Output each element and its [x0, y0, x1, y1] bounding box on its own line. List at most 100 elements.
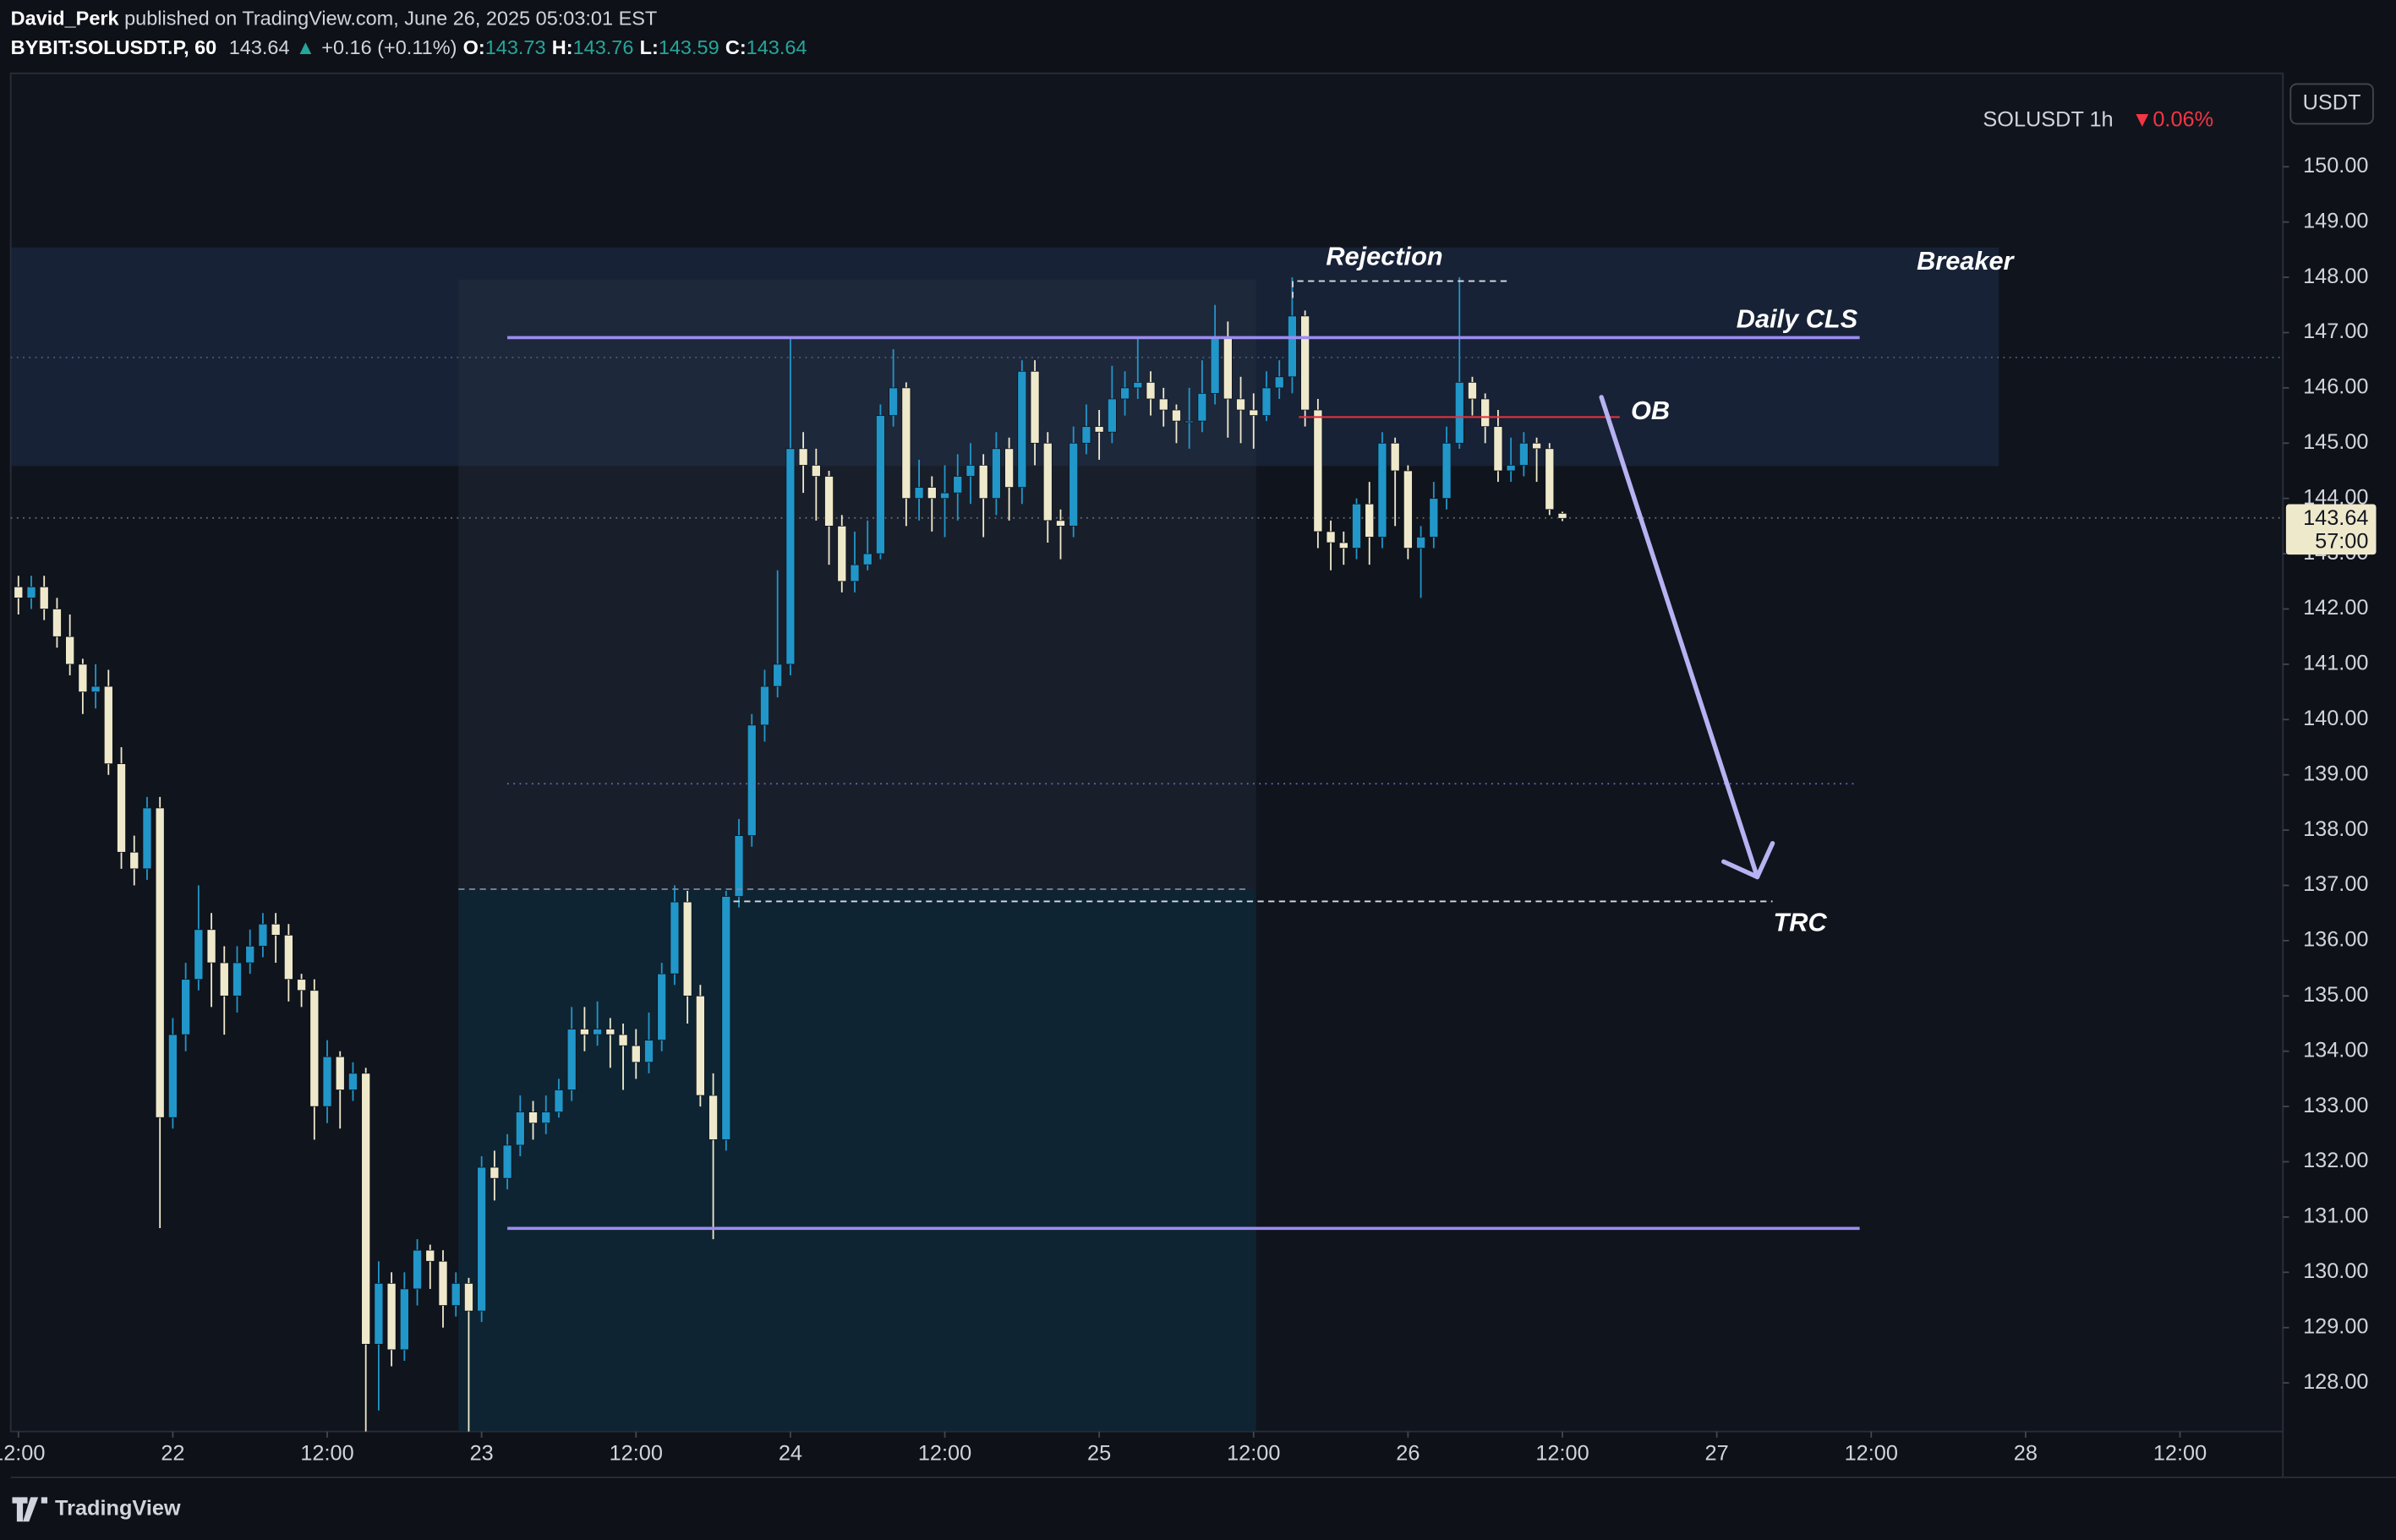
y-tick-label: 145.00: [2303, 430, 2368, 454]
candle-body: [451, 1283, 461, 1306]
change-label: ▼0.06%: [2131, 107, 2213, 131]
candle-body: [65, 636, 75, 665]
candle-body: [811, 465, 821, 477]
x-tick-label: 25: [1087, 1441, 1111, 1465]
candle-body: [978, 465, 988, 500]
candle-body: [117, 763, 126, 853]
candle-body: [181, 979, 191, 1035]
candle-body: [1390, 442, 1400, 472]
candle-body: [1133, 381, 1143, 389]
x-tick-label: 12:00: [300, 1441, 353, 1465]
arrow-head: [1721, 841, 1775, 880]
candle-body: [1210, 337, 1220, 394]
candle-body: [103, 685, 113, 764]
candle-body: [1004, 448, 1014, 488]
y-tick-label: 150.00: [2303, 154, 2368, 177]
candle-body: [1338, 542, 1348, 549]
candle-body: [168, 1034, 178, 1118]
y-tick-label: 149.00: [2303, 209, 2368, 232]
candle-body: [1545, 448, 1555, 511]
candle-body: [1557, 512, 1567, 519]
candle-body: [1377, 442, 1387, 538]
currency-button[interactable]: [2289, 83, 2374, 125]
candle-body: [438, 1260, 448, 1306]
candle-body: [1261, 387, 1272, 416]
candle-body: [747, 724, 757, 837]
x-tick-label: 12:00: [1227, 1441, 1280, 1465]
rejection-line: [1292, 280, 1510, 298]
candle-body: [837, 526, 847, 582]
candle-body: [361, 1073, 371, 1345]
range-zone-lower: [458, 888, 1256, 1432]
candle-body: [1493, 426, 1503, 472]
candle-body: [206, 929, 216, 964]
candle-body: [386, 1283, 397, 1351]
trc-label: TRC: [1774, 908, 1828, 937]
candle-body: [1506, 465, 1516, 472]
breaker-label: Breaker: [1917, 246, 2015, 276]
drawings: Rejection Breaker Daily CLS OB TRC SOLUS…: [458, 107, 2213, 1231]
candle-body: [1030, 370, 1040, 444]
candle-body: [283, 935, 293, 980]
y-tick-label: 129.00: [2303, 1314, 2368, 1338]
y-tick-label: 136.00: [2303, 928, 2368, 952]
candle-body: [232, 962, 242, 997]
x-tick-label: 12:00: [1845, 1441, 1898, 1465]
candle-body: [502, 1144, 512, 1179]
candle-body: [425, 1249, 435, 1262]
candle-body: [992, 448, 1001, 500]
candle-body: [889, 387, 899, 416]
candle-body: [541, 1111, 551, 1124]
candle-body: [528, 1111, 538, 1124]
candle-body: [1454, 381, 1464, 444]
candle-body: [490, 1166, 500, 1179]
y-tick-label: 138.00: [2303, 817, 2368, 841]
candle-body: [1288, 315, 1297, 378]
candle-body: [862, 553, 873, 565]
candle-body: [798, 448, 808, 466]
candle-body: [631, 1045, 641, 1063]
x-tick-label: 28: [2014, 1441, 2038, 1465]
candle-body: [1518, 442, 1529, 466]
candle-body: [1468, 381, 1477, 400]
candle-body: [1094, 426, 1104, 433]
change: +0.16 (+0.11%): [321, 36, 457, 58]
x-tick-label: 22: [161, 1441, 184, 1465]
x-tick-label: 23: [470, 1441, 494, 1465]
symbol-line: BYBIT:SOLUSDT.P, 60 143.64 ▲ +0.16 (+0.11%)…: [11, 36, 807, 58]
candle-body: [695, 995, 705, 1096]
candle-body: [1017, 370, 1027, 488]
x-tick-label: 12:00: [610, 1441, 663, 1465]
y-tick-label: 134.00: [2303, 1038, 2368, 1062]
candle-body: [773, 664, 783, 687]
arrow: [1599, 395, 1760, 880]
candle-body: [876, 415, 885, 554]
x-tick-label: 26: [1396, 1441, 1420, 1465]
candle-body: [1365, 503, 1375, 538]
candle-body: [348, 1073, 358, 1090]
y-tick-label: 130.00: [2303, 1259, 2368, 1283]
candle-body: [1146, 381, 1156, 400]
rejection-label: Rejection: [1326, 242, 1442, 271]
price-tag-label: 143.64: [2303, 506, 2368, 530]
published: published on TradingView.com, June 26, 2…: [119, 8, 658, 30]
candle-body: [1236, 398, 1245, 411]
candle-body: [271, 923, 281, 936]
candle-body: [1429, 498, 1439, 538]
countdown: 57:00: [2315, 529, 2368, 553]
y-tick-label: 140.00: [2303, 707, 2368, 730]
c-value: 143.64: [747, 36, 807, 58]
o-label: O:: [463, 36, 485, 58]
h-label: H:: [552, 36, 573, 58]
candle-body: [464, 1283, 473, 1312]
currency[interactable]: USDT: [2303, 91, 2361, 115]
candle-body: [1249, 409, 1259, 416]
price-tag: [2285, 504, 2377, 555]
candle-body: [850, 564, 860, 582]
y-tick-label: 133.00: [2303, 1094, 2368, 1117]
candle-body: [593, 1029, 603, 1035]
candle-body: [1326, 531, 1336, 543]
candle-body: [399, 1288, 409, 1351]
candle-body: [1069, 442, 1079, 527]
